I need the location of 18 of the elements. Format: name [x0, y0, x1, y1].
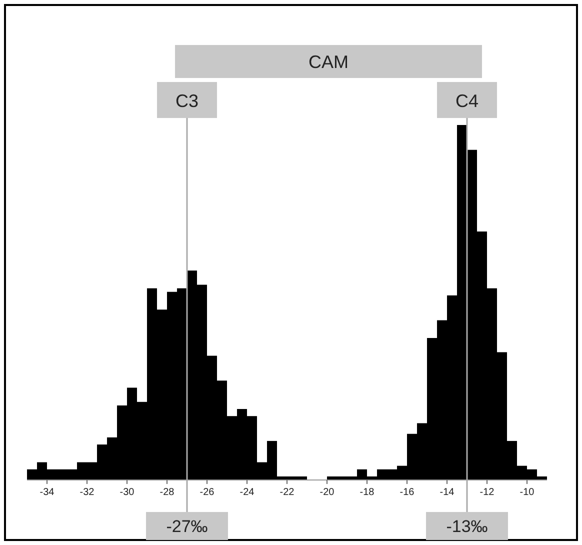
x-tick-label: -20	[320, 487, 335, 498]
text: C4	[455, 91, 479, 111]
x-tick-label: -14	[440, 487, 455, 498]
ref-line-label: -13‰	[446, 517, 488, 536]
text: CAM	[308, 52, 348, 72]
ref-line-label: -27‰	[166, 517, 208, 536]
x-tick-label: -10	[520, 487, 535, 498]
text: C3	[175, 91, 199, 111]
x-tick-label: -22	[280, 487, 295, 498]
x-tick-label: -30	[120, 487, 135, 498]
x-tick-label: -28	[160, 487, 175, 498]
x-tick-label: -18	[360, 487, 375, 498]
x-tick-label: -24	[240, 487, 255, 498]
x-tick-label: -32	[80, 487, 95, 498]
x-tick-label: -12	[480, 487, 495, 498]
x-tick-label: -34	[40, 487, 55, 498]
x-tick-label: -16	[400, 487, 415, 498]
x-tick-label: -26	[200, 487, 215, 498]
